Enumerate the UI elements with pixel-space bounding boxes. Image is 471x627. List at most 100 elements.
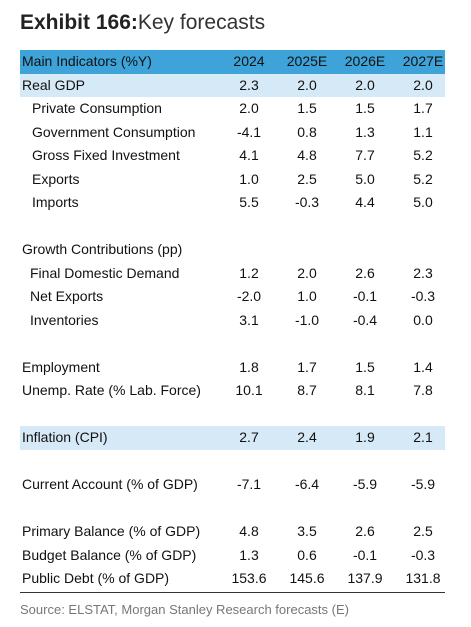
- spacer-row: [20, 497, 445, 521]
- table-row: Net Exports -2.0 1.0 -0.1 -0.3: [20, 285, 445, 309]
- row-value: 4.8: [239, 523, 259, 539]
- row-value: 2.1: [413, 429, 433, 445]
- row-label: Inflation (CPI): [22, 429, 108, 445]
- row-value: 8.7: [297, 382, 317, 398]
- row-value: -0.4: [352, 311, 378, 328]
- table-row: Inventories 3.1 -1.0 -0.4 0.0: [20, 309, 445, 333]
- row-value: 10.1: [235, 382, 263, 398]
- table-row: Primary Balance (% of GDP) 4.8 3.5 2.6 2.5: [20, 520, 445, 544]
- table-bottom-rule: [20, 592, 445, 593]
- exhibit-name: Key forecasts: [137, 11, 266, 34]
- row-value: 7.7: [355, 147, 375, 163]
- row-value: -0.3: [410, 288, 436, 304]
- table-row: Growth Contributions (pp): [20, 238, 445, 262]
- table-row: Exports 1.0 2.5 5.0 5.2: [20, 168, 445, 192]
- row-label: Net Exports: [30, 288, 104, 304]
- header-year: 2026E: [344, 53, 386, 69]
- row-value: 1.5: [355, 358, 375, 375]
- row-value: 5.2: [413, 147, 433, 163]
- row-value: 8.1: [355, 382, 375, 398]
- table-row: Employment 1.8 1.7 1.5 1.4: [20, 356, 445, 380]
- row-value: 145.6: [289, 570, 325, 586]
- row-value: 1.1: [413, 123, 433, 140]
- row-value: 1.9: [355, 429, 375, 445]
- row-value: 1.8: [239, 358, 259, 375]
- row-value: 131.8: [405, 570, 441, 586]
- row-value: 2.0: [239, 100, 259, 116]
- table-row: Imports 5.5 -0.3 4.4 5.0: [20, 191, 445, 215]
- row-label: Government Consumption: [32, 123, 196, 140]
- row-label: Current Account (% of GDP): [22, 476, 198, 492]
- row-label: Unemp. Rate (% Lab. Force): [22, 382, 201, 398]
- table-header: Main Indicators (%Y) 2024 2025E 2026E 20…: [20, 50, 445, 74]
- row-value: 2.6: [355, 264, 375, 281]
- row-label: Gross Fixed Investment: [32, 147, 180, 163]
- row-value: 2.5: [413, 523, 433, 539]
- exhibit-title: Exhibit 166:Key forecasts: [20, 8, 265, 38]
- row-value: 2.0: [297, 76, 317, 93]
- row-value: 5.5: [239, 194, 259, 210]
- row-value: 2.0: [413, 76, 433, 93]
- row-label: Final Domestic Demand: [30, 264, 180, 281]
- row-value: 137.9: [347, 570, 383, 586]
- spacer-row: [20, 215, 445, 239]
- source-note: Source: ELSTAT, Morgan Stanley Research …: [20, 602, 349, 617]
- row-value: 2.3: [413, 264, 433, 281]
- row-value: 4.1: [239, 147, 259, 163]
- header-year: 2024: [233, 53, 265, 69]
- row-value: 3.1: [239, 311, 259, 328]
- row-value: -0.1: [352, 288, 378, 304]
- row-value: -5.9: [410, 476, 436, 492]
- row-label: Primary Balance (% of GDP): [22, 523, 201, 539]
- row-value: 5.2: [413, 170, 433, 187]
- row-value: 4.4: [355, 194, 375, 210]
- row-value: 3.5: [297, 523, 317, 539]
- forecast-table: Main Indicators (%Y) 2024 2025E 2026E 20…: [20, 50, 445, 591]
- row-label: Public Debt (% of GDP): [22, 570, 170, 586]
- row-label: Exports: [32, 170, 80, 187]
- row-value: 1.7: [297, 358, 317, 375]
- row-value: 1.0: [239, 170, 259, 187]
- row-value: 0.8: [297, 123, 317, 140]
- row-value: 0.0: [413, 311, 433, 328]
- table-row: Gross Fixed Investment 4.1 4.8 7.7 5.2: [20, 144, 445, 168]
- table-body: Real GDP 2.3 2.0 2.0 2.0 Private Consumption 2…: [20, 73, 445, 591]
- row-value: -2.0: [236, 288, 262, 304]
- table-row: Unemp. Rate (% Lab. Force) 10.1 8.7 8.1 7.8: [20, 379, 445, 403]
- spacer-row: [20, 403, 445, 427]
- row-value: 1.3: [239, 546, 259, 563]
- row-label: Private Consumption: [32, 100, 162, 116]
- row-label: Imports: [32, 194, 79, 210]
- row-value: -5.9: [352, 476, 378, 492]
- row-value: -0.1: [352, 546, 378, 563]
- row-label: Real GDP: [22, 76, 86, 93]
- row-value: 1.0: [297, 288, 317, 304]
- row-value: 1.2: [239, 264, 259, 281]
- row-value: -0.3: [410, 546, 436, 563]
- row-value: 1.4: [413, 358, 433, 375]
- row-value: -4.1: [236, 123, 262, 140]
- table-row: Real GDP 2.3 2.0 2.0 2.0: [20, 73, 445, 97]
- row-value: 153.6: [231, 570, 267, 586]
- row-value: 1.5: [355, 100, 375, 116]
- row-value: -6.4: [294, 476, 320, 492]
- row-value: 5.0: [413, 194, 433, 210]
- row-label: Inventories: [30, 311, 99, 328]
- table-row: Inflation (CPI) 2.7 2.4 1.9 2.1: [20, 426, 445, 450]
- row-value: -1.0: [294, 311, 320, 328]
- row-label: Growth Contributions (pp): [22, 241, 183, 257]
- row-value: 1.3: [355, 123, 375, 140]
- row-value: 2.0: [355, 76, 375, 93]
- row-value: -7.1: [236, 476, 262, 492]
- row-value: 2.7: [239, 429, 259, 445]
- spacer-row: [20, 332, 445, 356]
- row-value: 2.5: [297, 170, 317, 187]
- row-value: 2.0: [297, 264, 317, 281]
- table-row: Private Consumption 2.0 1.5 1.5 1.7: [20, 97, 445, 121]
- table-row: Budget Balance (% of GDP) 1.3 0.6 -0.1 -0.3: [20, 544, 445, 568]
- row-value: 1.5: [297, 100, 317, 116]
- row-value: -0.3: [294, 194, 320, 210]
- row-value: 0.6: [297, 546, 317, 563]
- row-label: Budget Balance (% of GDP): [22, 546, 197, 563]
- exhibit-number: Exhibit 166:: [20, 11, 138, 34]
